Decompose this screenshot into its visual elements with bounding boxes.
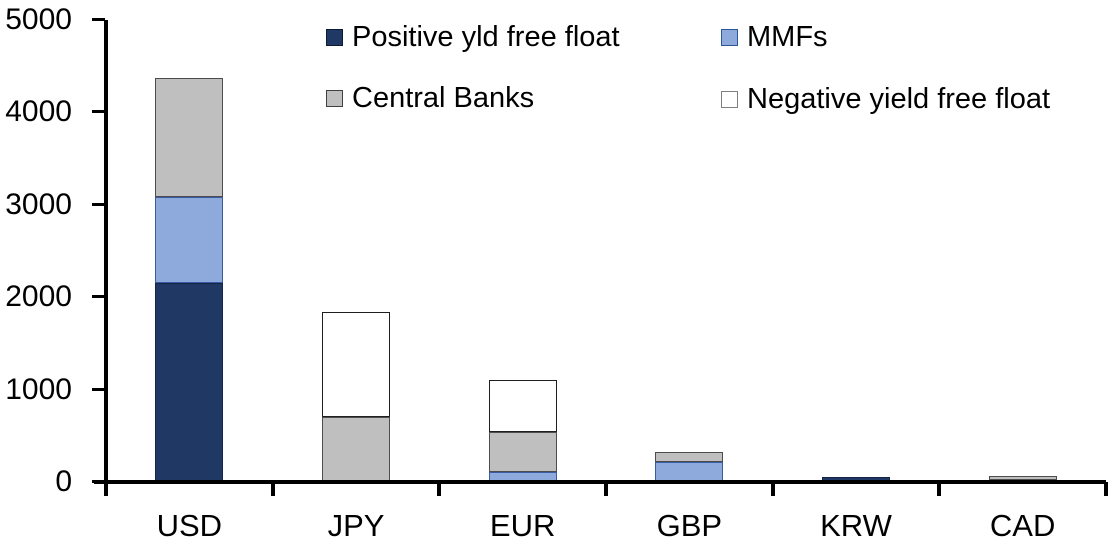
bar-segment-JPY-central-banks [322, 417, 390, 482]
legend-label-negative: Negative yield free float [747, 82, 1051, 115]
legend-label-central-banks: Central Banks [352, 81, 535, 114]
bar-segment-GBP-mmfs [655, 461, 724, 482]
x-axis-label-CAD: CAD [989, 508, 1056, 543]
y-axis-label-0: 0 [55, 465, 72, 498]
x-axis-tick-5 [937, 482, 942, 496]
legend-item-mmfs: MMFs [721, 22, 828, 51]
x-axis-tick-2 [437, 482, 442, 496]
y-axis-tick-4000 [92, 110, 105, 114]
y-axis-tick-5000 [92, 18, 105, 21]
bar-segment-CAD-central-banks [988, 476, 1057, 481]
bar-segment-JPY-negative-yield-free-float [322, 311, 390, 418]
legend-swatch-mmfs-icon [721, 28, 738, 46]
y-axis-label-2000: 2000 [5, 280, 72, 314]
bar-segment-USD-positive-yld-free-float [155, 283, 224, 482]
legend-item-positive-yld-free-float: Positive yld free float [326, 22, 620, 51]
x-axis-label-GBP: GBP [656, 508, 723, 543]
bar-segment-EUR-central-banks [488, 432, 557, 472]
x-axis-label-USD: USD [156, 508, 223, 543]
legend-swatch-central-banks-icon [326, 89, 343, 107]
bar-segment-GBP-central-banks [655, 451, 724, 462]
x-axis-line [94, 480, 1106, 484]
y-axis-label-5000: 5000 [5, 3, 72, 36]
x-axis-tick-0 [104, 482, 108, 496]
x-axis-tick-3 [604, 482, 608, 496]
legend-item-negative-yield-free-float: Negative yield free float [721, 84, 1050, 113]
x-axis-label-EUR: EUR [489, 508, 556, 543]
y-axis-line [104, 20, 108, 484]
x-axis-label-JPY: JPY [327, 508, 385, 543]
y-axis-label-1000: 1000 [5, 372, 72, 406]
bar-segment-EUR-negative-yield-free-float [488, 380, 557, 433]
bar-segment-USD-mmfs [155, 197, 224, 284]
bar-segment-USD-central-banks [155, 78, 224, 198]
y-axis-tick-3000 [92, 202, 105, 206]
legend-item-central-banks: Central Banks [326, 83, 534, 112]
x-axis-tick-6 [1104, 482, 1108, 496]
legend-swatch-negative-icon [721, 90, 738, 108]
x-axis-tick-1 [270, 482, 275, 496]
legend-swatch-positive-icon [326, 28, 343, 46]
x-axis-tick-4 [770, 482, 775, 496]
x-axis-label-KRW: KRW [820, 508, 892, 543]
y-axis-label-3000: 3000 [5, 187, 72, 221]
y-axis-label-4000: 4000 [5, 95, 72, 129]
y-axis-tick-2000 [92, 295, 105, 299]
legend-label-positive: Positive yld free float [352, 20, 620, 53]
y-axis-tick-1000 [92, 387, 105, 391]
legend-label-mmfs: MMFs [747, 20, 828, 53]
